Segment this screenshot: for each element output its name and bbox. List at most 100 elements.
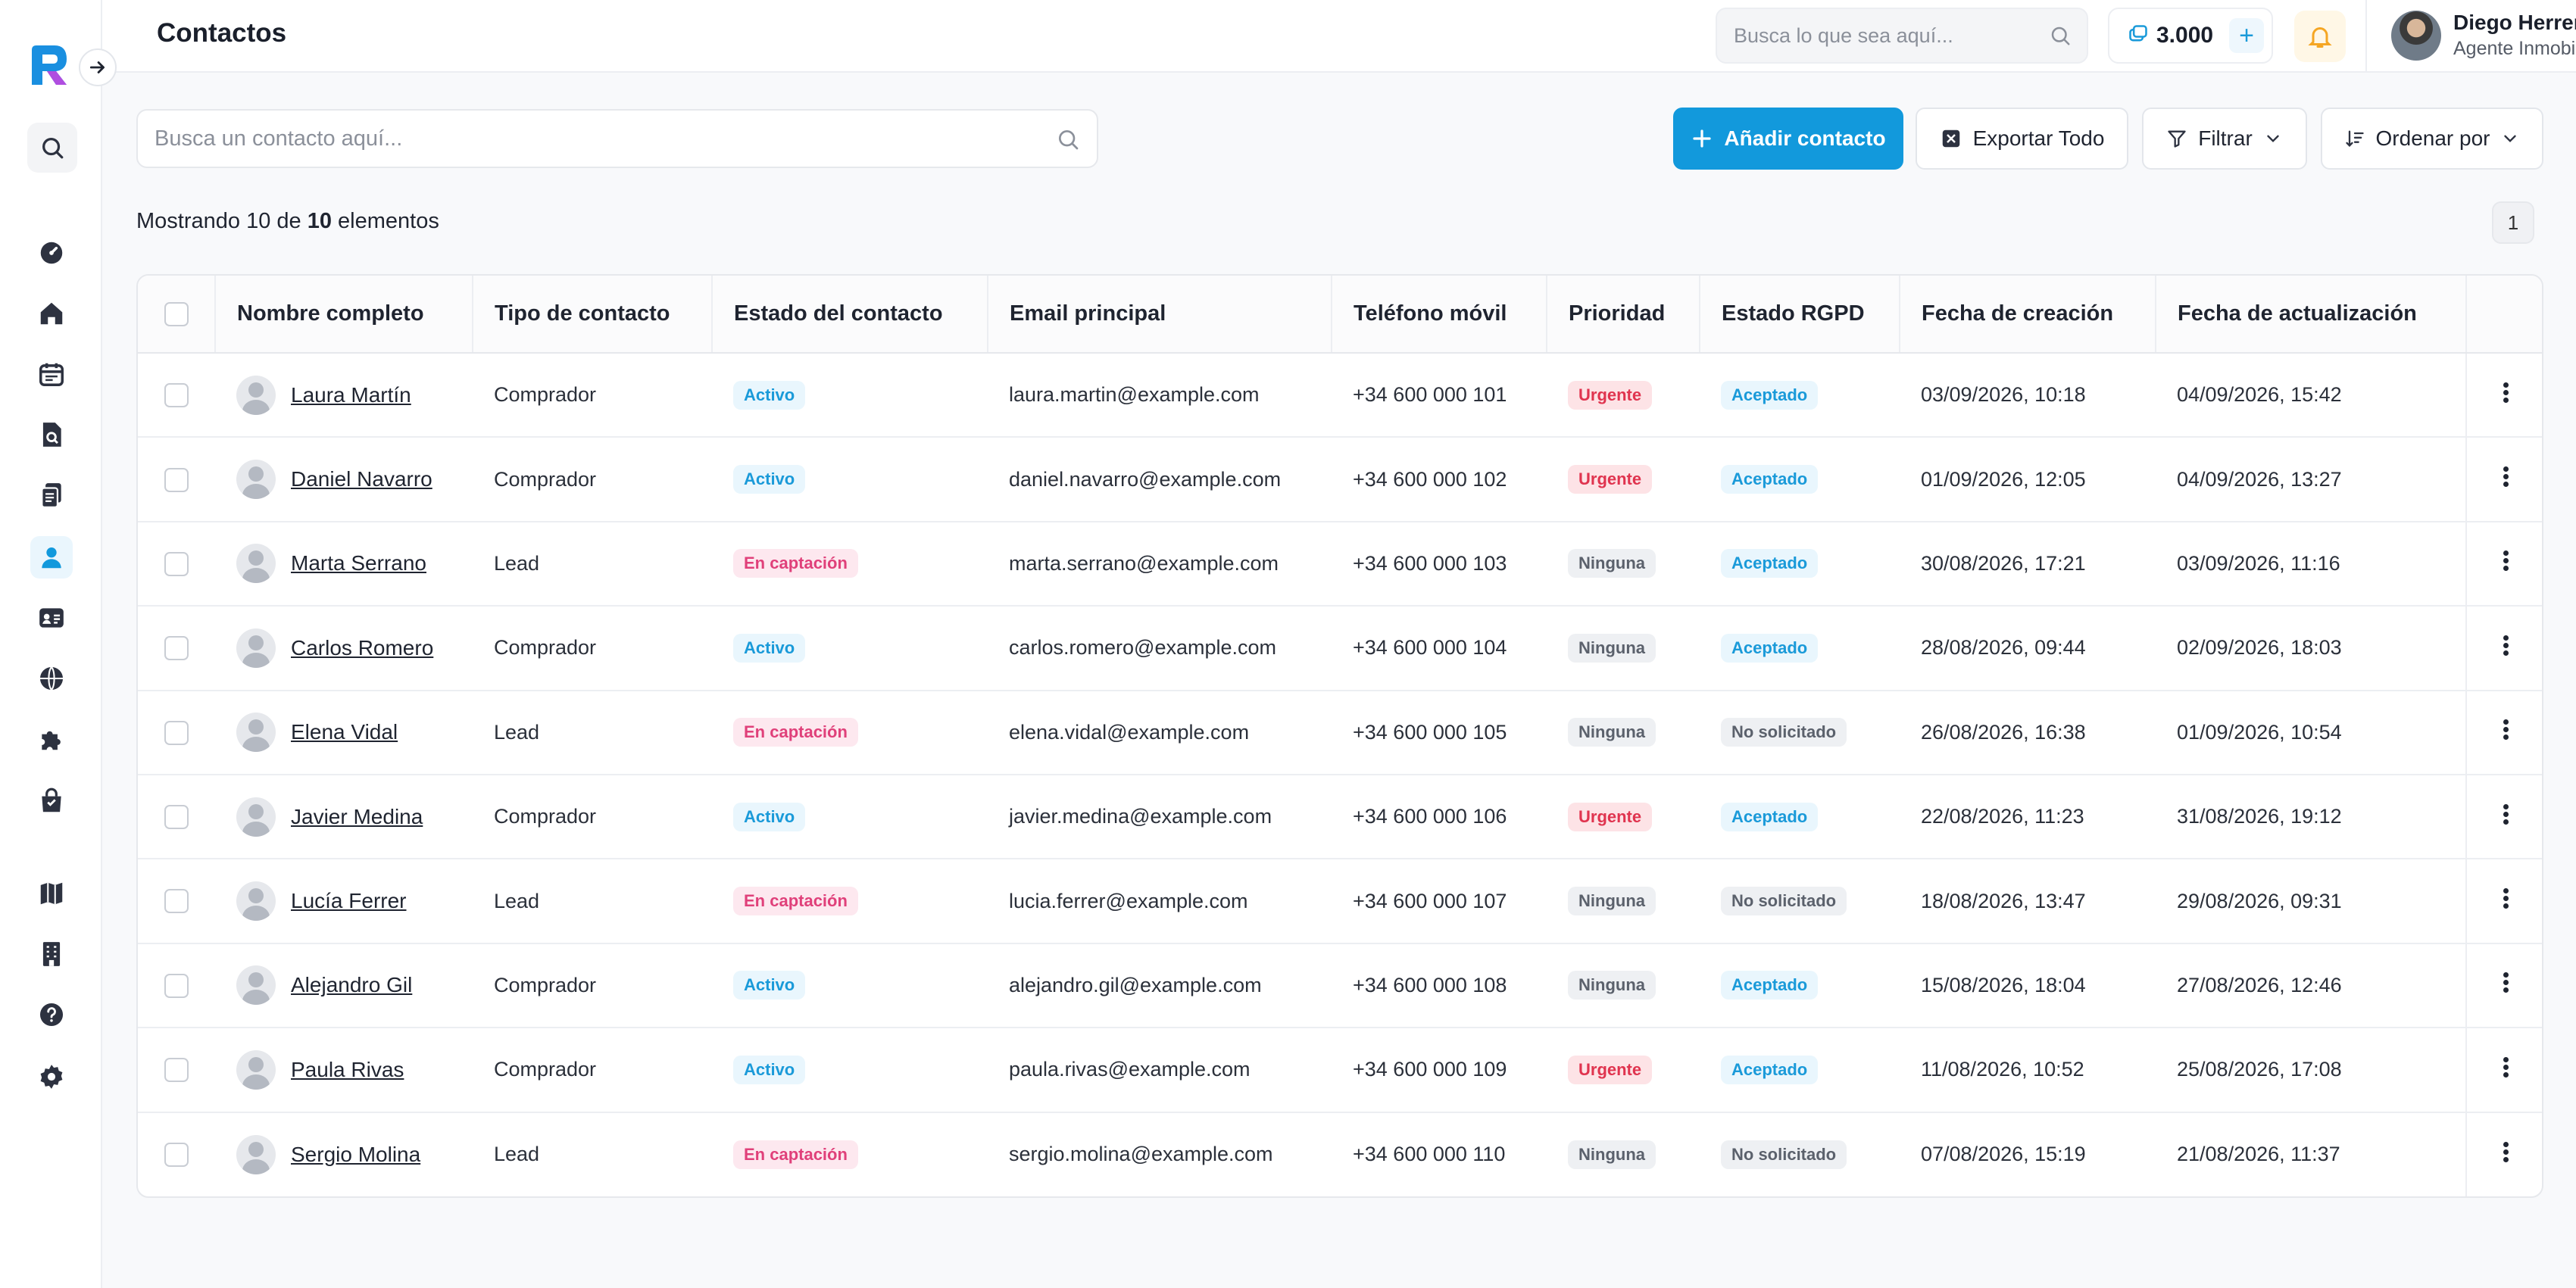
row-checkbox[interactable] xyxy=(164,973,189,998)
sort-button[interactable]: Ordenar por xyxy=(2321,108,2543,170)
results-total: 10 xyxy=(307,209,332,233)
table-row[interactable]: Elena Vidal Lead En captación elena.vidal@e… xyxy=(138,690,2542,775)
sidebar-item-map[interactable] xyxy=(30,872,73,915)
results-suffix: elementos xyxy=(338,209,439,233)
contact-name-link[interactable]: Alejandro Gil xyxy=(291,973,413,997)
sidebar-item-shop[interactable] xyxy=(30,780,73,822)
contact-name-link[interactable]: Javier Medina xyxy=(291,804,423,828)
sidebar-item-help[interactable] xyxy=(30,993,73,1036)
table-row[interactable]: Sergio Molina Lead En captación sergio.moli… xyxy=(138,1112,2542,1196)
column-header-actions xyxy=(2465,276,2542,354)
sidebar-item-dashboard[interactable] xyxy=(30,232,73,274)
global-search-input[interactable] xyxy=(1734,9,2037,62)
select-all-checkbox[interactable] xyxy=(164,302,189,327)
priority-badge: Ninguna xyxy=(1568,549,1656,579)
column-header-name[interactable]: Nombre completo xyxy=(215,276,473,354)
column-header-rgpd[interactable]: Estado RGPD xyxy=(1700,276,1900,354)
sidebar-item-contact-card[interactable] xyxy=(30,597,73,639)
priority-cell: Ninguna xyxy=(1547,943,1700,1029)
priority-badge: Ninguna xyxy=(1568,633,1656,663)
column-header-phone[interactable]: Teléfono móvil xyxy=(1332,276,1547,354)
app-logo[interactable] xyxy=(27,42,70,88)
rgpd-cell: Aceptado xyxy=(1700,606,1900,691)
sidebar-item-document-search[interactable] xyxy=(30,413,73,456)
table-row[interactable]: Paula Rivas Comprador Activo paula.rivas@ex… xyxy=(138,1028,2542,1113)
table-row[interactable]: Javier Medina Comprador Activo javier.medin… xyxy=(138,774,2542,860)
column-header-type[interactable]: Tipo de contacto xyxy=(473,276,713,354)
table-row[interactable]: Daniel Navarro Comprador Activo daniel.nava… xyxy=(138,437,2542,522)
more-options-icon[interactable] xyxy=(2503,633,2509,658)
priority-cell: Ninguna xyxy=(1547,859,1700,944)
puzzle-icon xyxy=(42,731,61,750)
contact-name-link[interactable]: Laura Martín xyxy=(291,382,411,407)
more-options-icon[interactable] xyxy=(2503,380,2509,405)
sidebar-item-settings[interactable] xyxy=(30,1056,73,1098)
more-options-icon[interactable] xyxy=(2503,1140,2509,1165)
row-select-cell xyxy=(138,606,215,691)
more-options-icon[interactable] xyxy=(2503,970,2509,995)
contact-name-link[interactable]: Lucía Ferrer xyxy=(291,889,407,913)
row-checkbox[interactable] xyxy=(164,383,189,408)
row-checkbox[interactable] xyxy=(164,636,189,661)
contact-email: carlos.romero@example.com xyxy=(988,606,1332,691)
rgpd-cell: Aceptado xyxy=(1700,353,1900,438)
more-options-icon[interactable] xyxy=(2503,548,2509,573)
table-row[interactable]: Marta Serrano Lead En captación marta.serra… xyxy=(138,521,2542,607)
sidebar-item-contacts[interactable] xyxy=(30,536,73,579)
row-checkbox[interactable] xyxy=(164,1058,189,1083)
sidebar-item-building[interactable] xyxy=(30,933,73,975)
column-header-email[interactable]: Email principal xyxy=(988,276,1332,354)
more-options-icon[interactable] xyxy=(2503,1055,2509,1080)
more-options-icon[interactable] xyxy=(2503,886,2509,911)
contact-avatar-icon xyxy=(236,713,276,753)
contact-name-link[interactable]: Sergio Molina xyxy=(291,1142,421,1166)
row-checkbox[interactable] xyxy=(164,551,189,576)
sidebar-item-documents[interactable] xyxy=(30,474,73,516)
expand-sidebar-button[interactable] xyxy=(79,48,117,86)
contact-name-link[interactable]: Marta Serrano xyxy=(291,551,426,575)
name-cell: Marta Serrano xyxy=(215,521,473,607)
row-checkbox[interactable] xyxy=(164,467,189,492)
created-date: 30/08/2026, 17:21 xyxy=(1900,521,2156,607)
contact-search[interactable] xyxy=(136,109,1098,168)
more-options-icon[interactable] xyxy=(2503,802,2509,827)
add-credits-button[interactable]: + xyxy=(2229,18,2264,53)
filter-button[interactable]: Filtrar xyxy=(2142,108,2307,170)
export-all-button[interactable]: Exportar Todo xyxy=(1916,108,2128,170)
row-checkbox[interactable] xyxy=(164,889,189,914)
add-contact-button[interactable]: Añadir contacto xyxy=(1673,108,1903,170)
row-checkbox[interactable] xyxy=(164,805,189,830)
sidebar-item-home[interactable] xyxy=(30,292,73,335)
table-row[interactable]: Alejandro Gil Comprador Activo alejandro.gi… xyxy=(138,943,2542,1029)
contact-name-link[interactable]: Paula Rivas xyxy=(291,1057,404,1081)
column-header-updated[interactable]: Fecha de actualización xyxy=(2156,276,2467,354)
page-number-button[interactable]: 1 xyxy=(2492,201,2534,244)
row-checkbox[interactable] xyxy=(164,1143,189,1168)
contact-search-input[interactable] xyxy=(155,112,1026,165)
sidebar-search-button[interactable] xyxy=(27,123,77,173)
settings-icon xyxy=(40,1065,63,1089)
sidebar-item-integrations[interactable] xyxy=(30,718,73,760)
global-search[interactable] xyxy=(1716,8,2088,64)
documents-icon xyxy=(41,483,61,508)
contact-name-link[interactable]: Daniel Navarro xyxy=(291,467,432,491)
map-icon xyxy=(40,882,63,905)
column-header-status[interactable]: Estado del contacto xyxy=(712,276,988,354)
table-row[interactable]: Laura Martín Comprador Activo laura.martin@… xyxy=(138,353,2542,438)
table-row[interactable]: Lucía Ferrer Lead En captación lucia.ferrer… xyxy=(138,859,2542,944)
column-header-created[interactable]: Fecha de creación xyxy=(1900,276,2156,354)
contact-phone: +34 600 000 106 xyxy=(1332,774,1547,860)
more-options-icon[interactable] xyxy=(2503,464,2509,489)
user-menu[interactable]: Diego Herrera Agente Inmobiliario xyxy=(2365,0,2576,73)
sidebar-item-calendar[interactable] xyxy=(30,353,73,395)
column-header-priority[interactable]: Prioridad xyxy=(1547,276,1700,354)
credits-balance[interactable]: 3.000 + xyxy=(2108,8,2273,64)
priority-badge: Urgente xyxy=(1568,802,1653,831)
table-row[interactable]: Carlos Romero Comprador Activo carlos.romer… xyxy=(138,606,2542,691)
notifications-button[interactable] xyxy=(2294,11,2346,62)
contact-name-link[interactable]: Elena Vidal xyxy=(291,720,398,744)
more-options-icon[interactable] xyxy=(2503,717,2509,742)
contact-name-link[interactable]: Carlos Romero xyxy=(291,635,434,660)
row-checkbox[interactable] xyxy=(164,720,189,745)
sidebar-item-globe[interactable] xyxy=(30,657,73,700)
